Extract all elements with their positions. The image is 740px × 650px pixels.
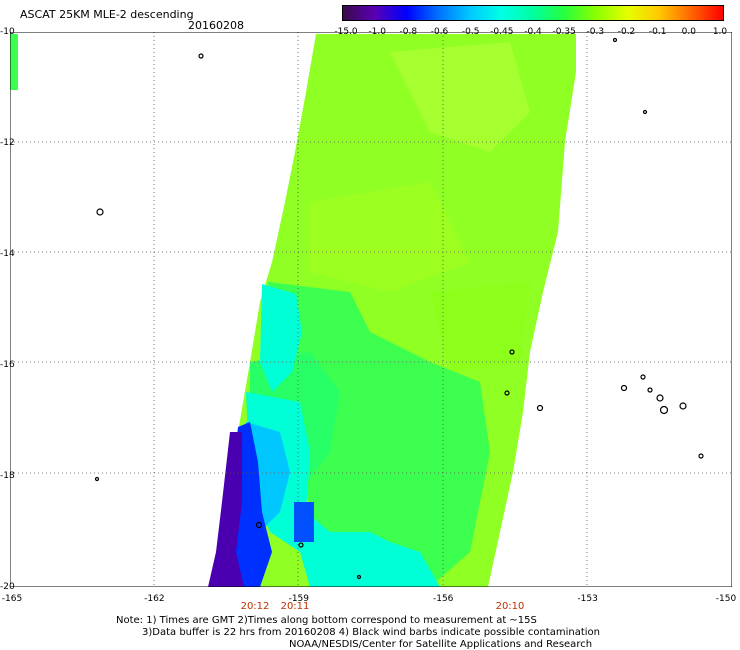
- swath-patch-c: [430, 282, 530, 372]
- swath-patch-b: [310, 182, 470, 292]
- latitude-label: -10: [0, 27, 15, 37]
- product-date: 20160208: [188, 19, 244, 32]
- footnote-line-3: NOAA/NESDIS/Center for Satellite Applica…: [289, 639, 593, 650]
- latitude-label: -18: [0, 471, 15, 481]
- longitude-label: -156: [432, 594, 454, 604]
- footnote-line-1: Note: 1) Times are GMT 2)Times along bot…: [116, 615, 537, 626]
- longitude-label: -165: [1, 594, 23, 604]
- latitude-label: -14: [0, 249, 15, 259]
- swath-cyan-a: [260, 284, 302, 392]
- swath-mid-green: [260, 282, 490, 587]
- latitude-label: -12: [0, 138, 15, 148]
- latitude-label: -20: [0, 582, 15, 592]
- longitude-label: -150: [715, 594, 737, 604]
- longitude-label: -159: [288, 594, 310, 604]
- time-label-2: 20:11: [280, 601, 310, 612]
- color-scale-bar: [342, 5, 724, 21]
- product-title: ASCAT 25KM MLE-2 descending: [20, 8, 194, 21]
- swath-edge-strip: [10, 34, 18, 90]
- time-label-3: 20:10: [495, 601, 525, 612]
- longitude-label: -162: [144, 594, 165, 604]
- swath-blue-patch: [294, 502, 314, 542]
- map-plot: [10, 32, 732, 587]
- latitude-label: -16: [0, 360, 15, 370]
- swath-purple: [208, 432, 244, 587]
- longitude-label: -153: [577, 594, 598, 604]
- island-outlines: [94, 37, 704, 580]
- time-label-1: 20:12: [240, 601, 270, 612]
- grid-lines: [10, 32, 732, 587]
- footnote-line-2: 3)Data buffer is 22 hrs from 20160208 4)…: [142, 627, 600, 638]
- swath-patch-a: [390, 42, 530, 152]
